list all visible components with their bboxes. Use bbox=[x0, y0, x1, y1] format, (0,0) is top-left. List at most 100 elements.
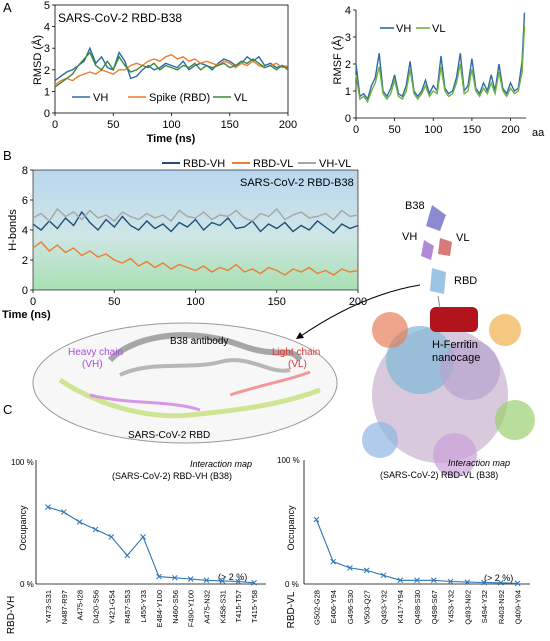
y-tick-label: 1 bbox=[44, 86, 50, 98]
occ-vl-lines bbox=[313, 516, 521, 587]
rbd-connector bbox=[437, 295, 441, 309]
ferritin-green-region bbox=[495, 400, 535, 440]
inset-label-antibody: B38 antibody bbox=[170, 336, 228, 347]
panel-label-b: B bbox=[3, 148, 12, 163]
occupancy-marker bbox=[481, 579, 487, 586]
occ-vl-ticks: G502-G28 E406-Y94 G496-S30 V503-Q27 Q493-Y32… bbox=[312, 590, 522, 625]
x-tick-label: 200 bbox=[279, 119, 297, 131]
label-vh: VH bbox=[402, 231, 417, 243]
occ-vl-ytick-100: 100 % bbox=[277, 456, 300, 465]
hbonds-chart: H-bonds SARS-CoV-2 RBD-B38 Time (ns) 0 50… bbox=[2, 158, 367, 321]
panel-label-a: A bbox=[3, 0, 12, 15]
occupancy-marker bbox=[203, 577, 210, 584]
category-label: R457-S53 bbox=[123, 590, 132, 624]
occupancy-marker bbox=[397, 577, 404, 584]
occupancy-marker bbox=[124, 552, 131, 559]
rmsd-chart: SARS-CoV-2 RBD-B38 Time (ns) RMSD (Å) 0 5… bbox=[31, 0, 297, 145]
heavy-chain-ribbon bbox=[89, 393, 201, 412]
occ-vh-lines bbox=[45, 504, 257, 586]
series-line-vl bbox=[355, 26, 526, 104]
y-tick-label: 2 bbox=[22, 255, 28, 267]
x-tick-label: 50 bbox=[389, 124, 401, 136]
occ-vh-title: Interaction map bbox=[190, 459, 252, 469]
vl-domain-shape bbox=[438, 238, 452, 256]
legend-label-vh: VH bbox=[396, 23, 411, 35]
category-label: Q493-Y32 bbox=[380, 590, 389, 624]
rmsd-lines bbox=[54, 46, 289, 88]
occupancy-marker bbox=[464, 579, 471, 585]
legend-label-rbd-vh: RBD-VH bbox=[183, 158, 225, 170]
ferritin-purple-region bbox=[440, 340, 500, 400]
light-chain-ribbon bbox=[229, 370, 311, 397]
y-tick-label: 4 bbox=[345, 5, 351, 17]
x-tick-label: 0 bbox=[353, 124, 359, 136]
occupancy-vl-chart: 100 % 0 % Occupancy RBD-VL Interaction m… bbox=[277, 456, 530, 628]
y-tick-label: 8 bbox=[22, 165, 28, 177]
x-tick-label: 150 bbox=[463, 124, 481, 136]
category-label: E484-Y100 bbox=[155, 590, 164, 628]
occ-vh-side-label: RBD-VH bbox=[6, 596, 17, 634]
rmsd-title: SARS-CoV-2 RBD-B38 bbox=[58, 11, 182, 25]
rmsd-ylabel: RMSD (Å) bbox=[31, 35, 44, 85]
occ-vl-ylabel: Occupancy bbox=[286, 505, 296, 551]
ferritin-orange-region bbox=[372, 312, 408, 348]
series-line-spike-rbd- bbox=[54, 53, 289, 86]
hbonds-ticks: 0 50 100 150 200 0 2 4 6 8 bbox=[22, 165, 367, 308]
x-tick-label: 50 bbox=[108, 296, 120, 308]
rmsd-xlabel: Time (ns) bbox=[147, 133, 196, 145]
occ-vh-ytick-100: 100 % bbox=[11, 458, 34, 467]
occupancy-marker bbox=[497, 579, 504, 586]
rmsd-legend: VH Spike (RBD) VL bbox=[72, 92, 247, 104]
occupancy-vh-chart: 100 % 0 % Occupancy RBD-VH Interaction m… bbox=[6, 458, 266, 634]
occupancy-marker bbox=[363, 567, 370, 574]
hbonds-title: SARS-CoV-2 RBD-B38 bbox=[240, 177, 354, 189]
ferritin-blue-region bbox=[386, 326, 454, 394]
category-label: G496-S30 bbox=[346, 590, 355, 624]
y-tick-label: 2 bbox=[345, 59, 351, 71]
b38-antibody-shape bbox=[426, 205, 446, 231]
inset-label-light-chain: Light chain (VL) bbox=[272, 347, 320, 370]
legend-label-rbd-vl: RBD-VL bbox=[253, 158, 293, 170]
occupancy-marker bbox=[45, 504, 51, 510]
occupancy-marker bbox=[76, 519, 83, 525]
antibody-ribbon bbox=[107, 332, 303, 363]
y-tick-label: 0 bbox=[22, 285, 28, 297]
category-label: E406-Y94 bbox=[329, 590, 338, 623]
occupancy-marker bbox=[447, 578, 454, 585]
pointer-arrow bbox=[297, 284, 421, 339]
category-label: D420-S56 bbox=[92, 590, 101, 624]
legend-label-vl: VL bbox=[234, 92, 247, 104]
hbonds-xlabel: Time (ns) bbox=[2, 309, 51, 321]
rmsf-chart: aa RMSF (Å) 0 50 100 150 200 0 1 2 3 4 VH VL bbox=[331, 5, 545, 139]
rmsf-lines bbox=[355, 12, 526, 104]
y-tick-label: 1 bbox=[345, 86, 351, 98]
x-tick-label: 150 bbox=[268, 296, 286, 308]
ferritin-structure-illustration: B38 VH VL RBD H-Ferritin nanocage bbox=[296, 200, 535, 477]
category-label: Q498-S67 bbox=[430, 590, 439, 624]
hbonds-ylabel: H-bonds bbox=[7, 209, 19, 251]
category-label: K458-S31 bbox=[218, 590, 227, 623]
x-tick-label: 150 bbox=[221, 119, 239, 131]
category-label: L455-Y33 bbox=[139, 590, 148, 623]
series-line-vh-vl bbox=[32, 207, 359, 223]
occupancy-marker bbox=[514, 580, 521, 587]
occupancy-marker bbox=[140, 534, 146, 540]
category-label: Q498-S30 bbox=[413, 590, 422, 624]
legend-label-spike: Spike (RBD) bbox=[149, 92, 210, 104]
pointer-arrowhead bbox=[296, 332, 304, 339]
ferritin-yellow-region bbox=[489, 314, 521, 346]
y-tick-label: 4 bbox=[44, 22, 50, 34]
category-label: Y473-S31 bbox=[44, 590, 53, 623]
series-line-rbd-vl bbox=[32, 241, 359, 276]
x-tick-label: 50 bbox=[107, 119, 119, 131]
y-tick-label: 0 bbox=[44, 108, 50, 120]
category-label: Q493-N92 bbox=[463, 590, 472, 625]
category-label: A475-N32 bbox=[203, 590, 212, 624]
legend-label-vh: VH bbox=[93, 92, 108, 104]
occupancy-marker bbox=[219, 578, 226, 584]
y-tick-label: 5 bbox=[44, 0, 50, 12]
rbd-ribbon bbox=[58, 377, 321, 419]
antibody-rbd-inset: Heavy chain (VH) B38 antibody Light chain… bbox=[32, 322, 338, 444]
occ-vh-ylabel: Occupancy bbox=[18, 505, 28, 551]
